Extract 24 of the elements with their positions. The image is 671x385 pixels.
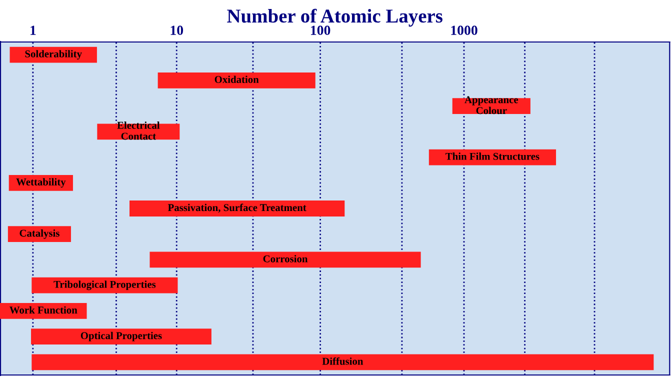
y-tick-label: Optical Properties	[80, 332, 162, 342]
x-axis-title: Number of Atomic Layers	[227, 8, 442, 27]
bar	[130, 200, 345, 216]
x-tick-label: 100	[311, 26, 330, 36]
y-tick-label: Electrical Contact	[117, 121, 160, 140]
y-tick-label: Solderability	[25, 50, 82, 60]
y-tick-label: Appearance Colour	[464, 96, 518, 114]
y-tick-label: Passivation, Surface Treatment	[168, 204, 306, 213]
x-tick-label: 10	[170, 26, 184, 36]
y-tick-label: Corrosion	[263, 255, 308, 262]
bar	[8, 226, 71, 242]
y-tick-label: Oxidation	[214, 76, 259, 84]
y-tick-label: Wettability	[16, 178, 66, 188]
bar	[31, 328, 212, 345]
y-tick-label: Diffusion	[322, 357, 364, 365]
y-tick-label: Work Function	[10, 306, 78, 314]
bar	[150, 252, 421, 268]
y-tick-label: Catalysis	[20, 229, 60, 239]
y-tick-label: Thin Film Structures	[446, 152, 540, 160]
bar	[32, 354, 654, 370]
bar	[158, 72, 316, 88]
y-tick-label: Tribological Properties	[54, 280, 156, 290]
x-tick-label: 1	[30, 26, 36, 35]
x-tick-label: 1000	[451, 26, 478, 36]
